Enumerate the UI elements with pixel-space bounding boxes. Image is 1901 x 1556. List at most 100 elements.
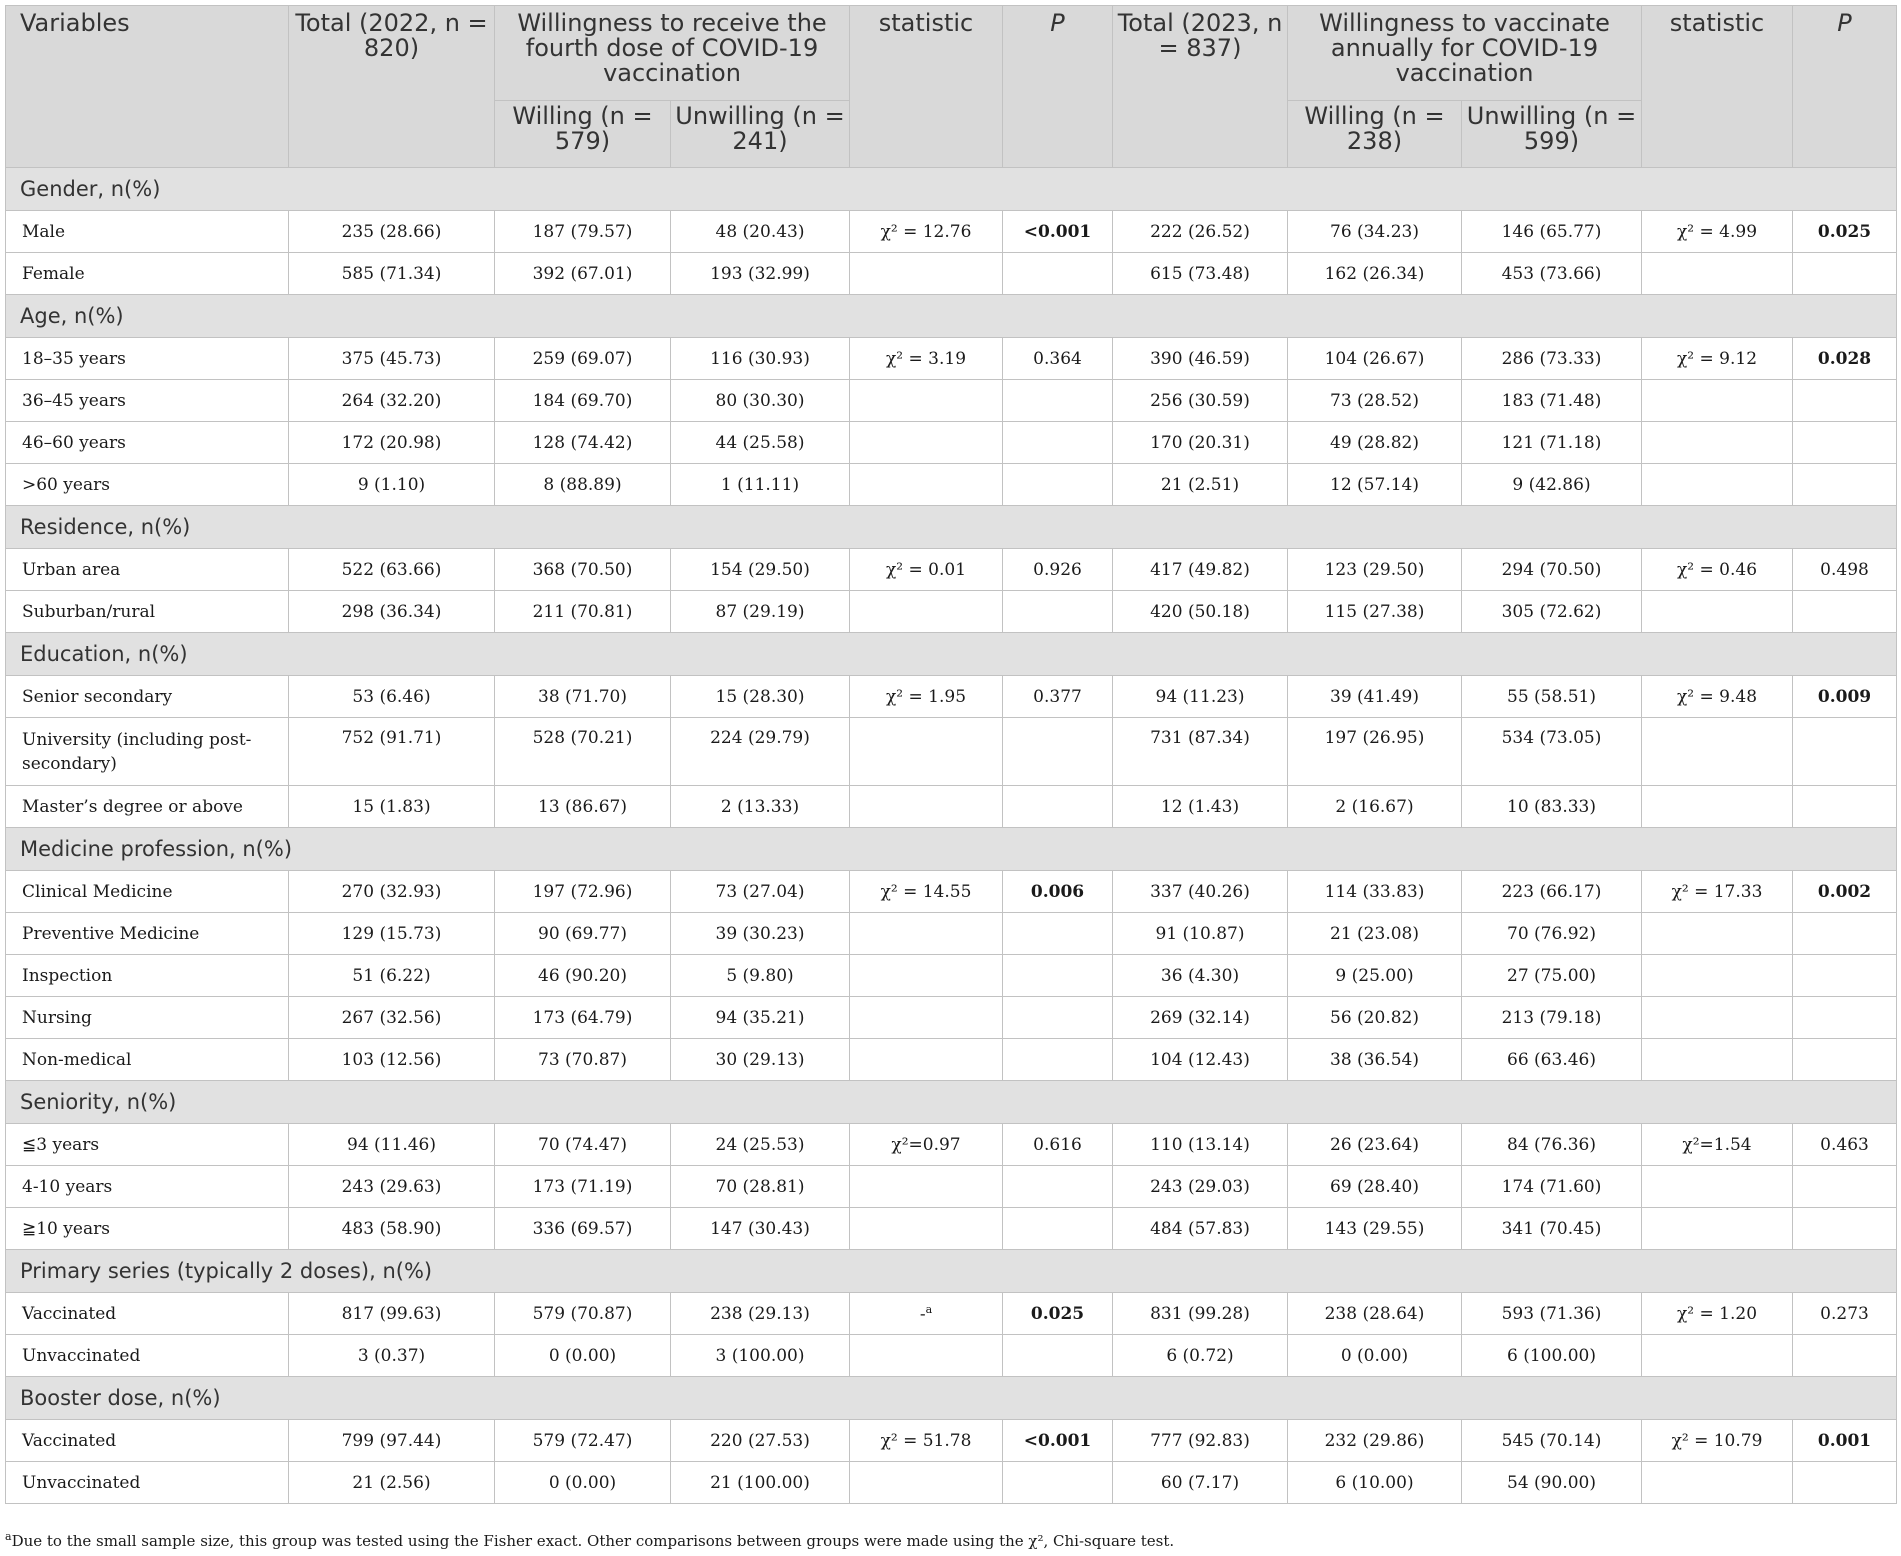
cell-stat-2022 xyxy=(849,421,1003,464)
header-p-2023: P xyxy=(1792,5,1897,168)
cell-unwilling-2022: 3 (100.00) xyxy=(670,1334,850,1377)
cell-willing-2022: 392 (67.01) xyxy=(494,252,671,295)
row-label: Male xyxy=(5,210,289,253)
cell-willing-2023: 162 (26.34) xyxy=(1287,252,1462,295)
cell-p-2022 xyxy=(1002,590,1113,633)
cell-willing-2022: 90 (69.77) xyxy=(494,912,671,955)
cell-p-2023 xyxy=(1792,1038,1897,1081)
cell-p-2022: 0.025 xyxy=(1002,1292,1113,1335)
cell-total-2022: 522 (63.66) xyxy=(288,548,495,591)
cell-unwilling-2023: 54 (90.00) xyxy=(1461,1461,1642,1504)
section-row: Residence, n(%) xyxy=(5,505,1897,549)
cell-p-2023 xyxy=(1792,954,1897,997)
cell-stat-2023 xyxy=(1641,590,1793,633)
cell-willing-2022: 184 (69.70) xyxy=(494,379,671,422)
cell-total-2023: 731 (87.34) xyxy=(1112,717,1288,786)
cell-total-2022: 103 (12.56) xyxy=(288,1038,495,1081)
cell-p-2022 xyxy=(1002,912,1113,955)
cell-p-2023: 0.009 xyxy=(1792,675,1897,718)
cell-unwilling-2022: 238 (29.13) xyxy=(670,1292,850,1335)
section-title: Education, n(%) xyxy=(5,632,1897,676)
cell-p-2023 xyxy=(1792,252,1897,295)
cell-unwilling-2022: 39 (30.23) xyxy=(670,912,850,955)
cell-stat-2022 xyxy=(849,252,1003,295)
table-row: University (including post-secondary) 752… xyxy=(5,717,1897,786)
cell-stat-2023: χ² = 1.20 xyxy=(1641,1292,1793,1335)
table-row: Unvaccinated 21 (2.56) 0 (0.00) 21 (100.00)… xyxy=(5,1461,1897,1504)
cell-willing-2022: 173 (64.79) xyxy=(494,996,671,1039)
row-label: ≦3 years xyxy=(5,1123,289,1166)
cell-total-2022: 585 (71.34) xyxy=(288,252,495,295)
cell-stat-2022 xyxy=(849,1334,1003,1377)
cell-p-2023: 0.028 xyxy=(1792,337,1897,380)
cell-total-2022: 298 (36.34) xyxy=(288,590,495,633)
cell-willing-2022: 0 (0.00) xyxy=(494,1334,671,1377)
cell-willing-2023: 69 (28.40) xyxy=(1287,1165,1462,1208)
cell-p-2023: 0.025 xyxy=(1792,210,1897,253)
cell-unwilling-2022: 5 (9.80) xyxy=(670,954,850,997)
cell-stat-2023 xyxy=(1641,1461,1793,1504)
cell-stat-2023 xyxy=(1641,463,1793,506)
table-row: Urban area 522 (63.66) 368 (70.50) 154 (29.… xyxy=(5,548,1897,591)
cell-stat-2023 xyxy=(1641,912,1793,955)
cell-total-2023: 94 (11.23) xyxy=(1112,675,1288,718)
cell-p-2022 xyxy=(1002,954,1113,997)
cell-willing-2022: 211 (70.81) xyxy=(494,590,671,633)
cell-stat-2023 xyxy=(1641,1165,1793,1208)
cell-stat-2022 xyxy=(849,996,1003,1039)
cell-p-2022: 0.006 xyxy=(1002,870,1113,913)
row-label: 46–60 years xyxy=(5,421,289,464)
cell-total-2023: 777 (92.83) xyxy=(1112,1419,1288,1462)
cell-stat-2023 xyxy=(1641,1207,1793,1250)
cell-p-2022 xyxy=(1002,1165,1113,1208)
table-row: Senior secondary 53 (6.46) 38 (71.70) 15 (2… xyxy=(5,675,1897,718)
cell-willing-2022: 579 (72.47) xyxy=(494,1419,671,1462)
row-label: Non-medical xyxy=(5,1038,289,1081)
cell-stat-2022 xyxy=(849,590,1003,633)
cell-stat-2023 xyxy=(1641,252,1793,295)
cell-total-2023: 269 (32.14) xyxy=(1112,996,1288,1039)
row-label: Nursing xyxy=(5,996,289,1039)
cell-total-2022: 752 (91.71) xyxy=(288,717,495,786)
cell-stat-2023 xyxy=(1641,379,1793,422)
table-row: ≦3 years 94 (11.46) 70 (74.47) 24 (25.53) χ²… xyxy=(5,1123,1897,1166)
cell-p-2023 xyxy=(1792,1207,1897,1250)
cell-willing-2022: 187 (79.57) xyxy=(494,210,671,253)
cell-p-2023: 0.002 xyxy=(1792,870,1897,913)
cell-total-2023: 91 (10.87) xyxy=(1112,912,1288,955)
cell-unwilling-2023: 305 (72.62) xyxy=(1461,590,1642,633)
cell-unwilling-2023: 121 (71.18) xyxy=(1461,421,1642,464)
cell-total-2022: 235 (28.66) xyxy=(288,210,495,253)
cell-willing-2022: 8 (88.89) xyxy=(494,463,671,506)
table-row: Suburban/rural 298 (36.34) 211 (70.81) 87 (… xyxy=(5,590,1897,633)
cell-total-2023: 36 (4.30) xyxy=(1112,954,1288,997)
cell-willing-2023: 232 (29.86) xyxy=(1287,1419,1462,1462)
cell-willing-2022: 0 (0.00) xyxy=(494,1461,671,1504)
row-label: Clinical Medicine xyxy=(5,870,289,913)
cell-willing-2023: 38 (36.54) xyxy=(1287,1038,1462,1081)
table-row: Male 235 (28.66) 187 (79.57) 48 (20.43) χ² =… xyxy=(5,210,1897,253)
cell-unwilling-2022: 87 (29.19) xyxy=(670,590,850,633)
header-willing-2022: Willing (n = 579) xyxy=(494,100,671,168)
header-statistic-2023: statistic xyxy=(1641,5,1793,168)
section-row: Booster dose, n(%) xyxy=(5,1376,1897,1420)
table-row: Preventive Medicine 129 (15.73) 90 (69.77)… xyxy=(5,912,1897,955)
row-label: 36–45 years xyxy=(5,379,289,422)
cell-unwilling-2022: 94 (35.21) xyxy=(670,996,850,1039)
cell-p-2022 xyxy=(1002,463,1113,506)
cell-total-2022: 9 (1.10) xyxy=(288,463,495,506)
cell-stat-2022: χ² = 51.78 xyxy=(849,1419,1003,1462)
header-unwilling-2022: Unwilling (n = 241) xyxy=(670,100,850,168)
cell-willing-2023: 114 (33.83) xyxy=(1287,870,1462,913)
cell-unwilling-2022: 15 (28.30) xyxy=(670,675,850,718)
row-label: Vaccinated xyxy=(5,1419,289,1462)
cell-unwilling-2022: 2 (13.33) xyxy=(670,785,850,828)
header-willing-2023: Willing (n = 238) xyxy=(1287,100,1462,168)
results-table: Variables Total (2022, n = 820) Willingn… xyxy=(5,5,1897,1504)
table-row: 18–35 years 375 (45.73) 259 (69.07) 116 (30… xyxy=(5,337,1897,380)
cell-willing-2023: 197 (26.95) xyxy=(1287,717,1462,786)
cell-total-2022: 799 (97.44) xyxy=(288,1419,495,1462)
cell-stat-2023 xyxy=(1641,421,1793,464)
cell-willing-2023: 9 (25.00) xyxy=(1287,954,1462,997)
cell-total-2022: 817 (99.63) xyxy=(288,1292,495,1335)
